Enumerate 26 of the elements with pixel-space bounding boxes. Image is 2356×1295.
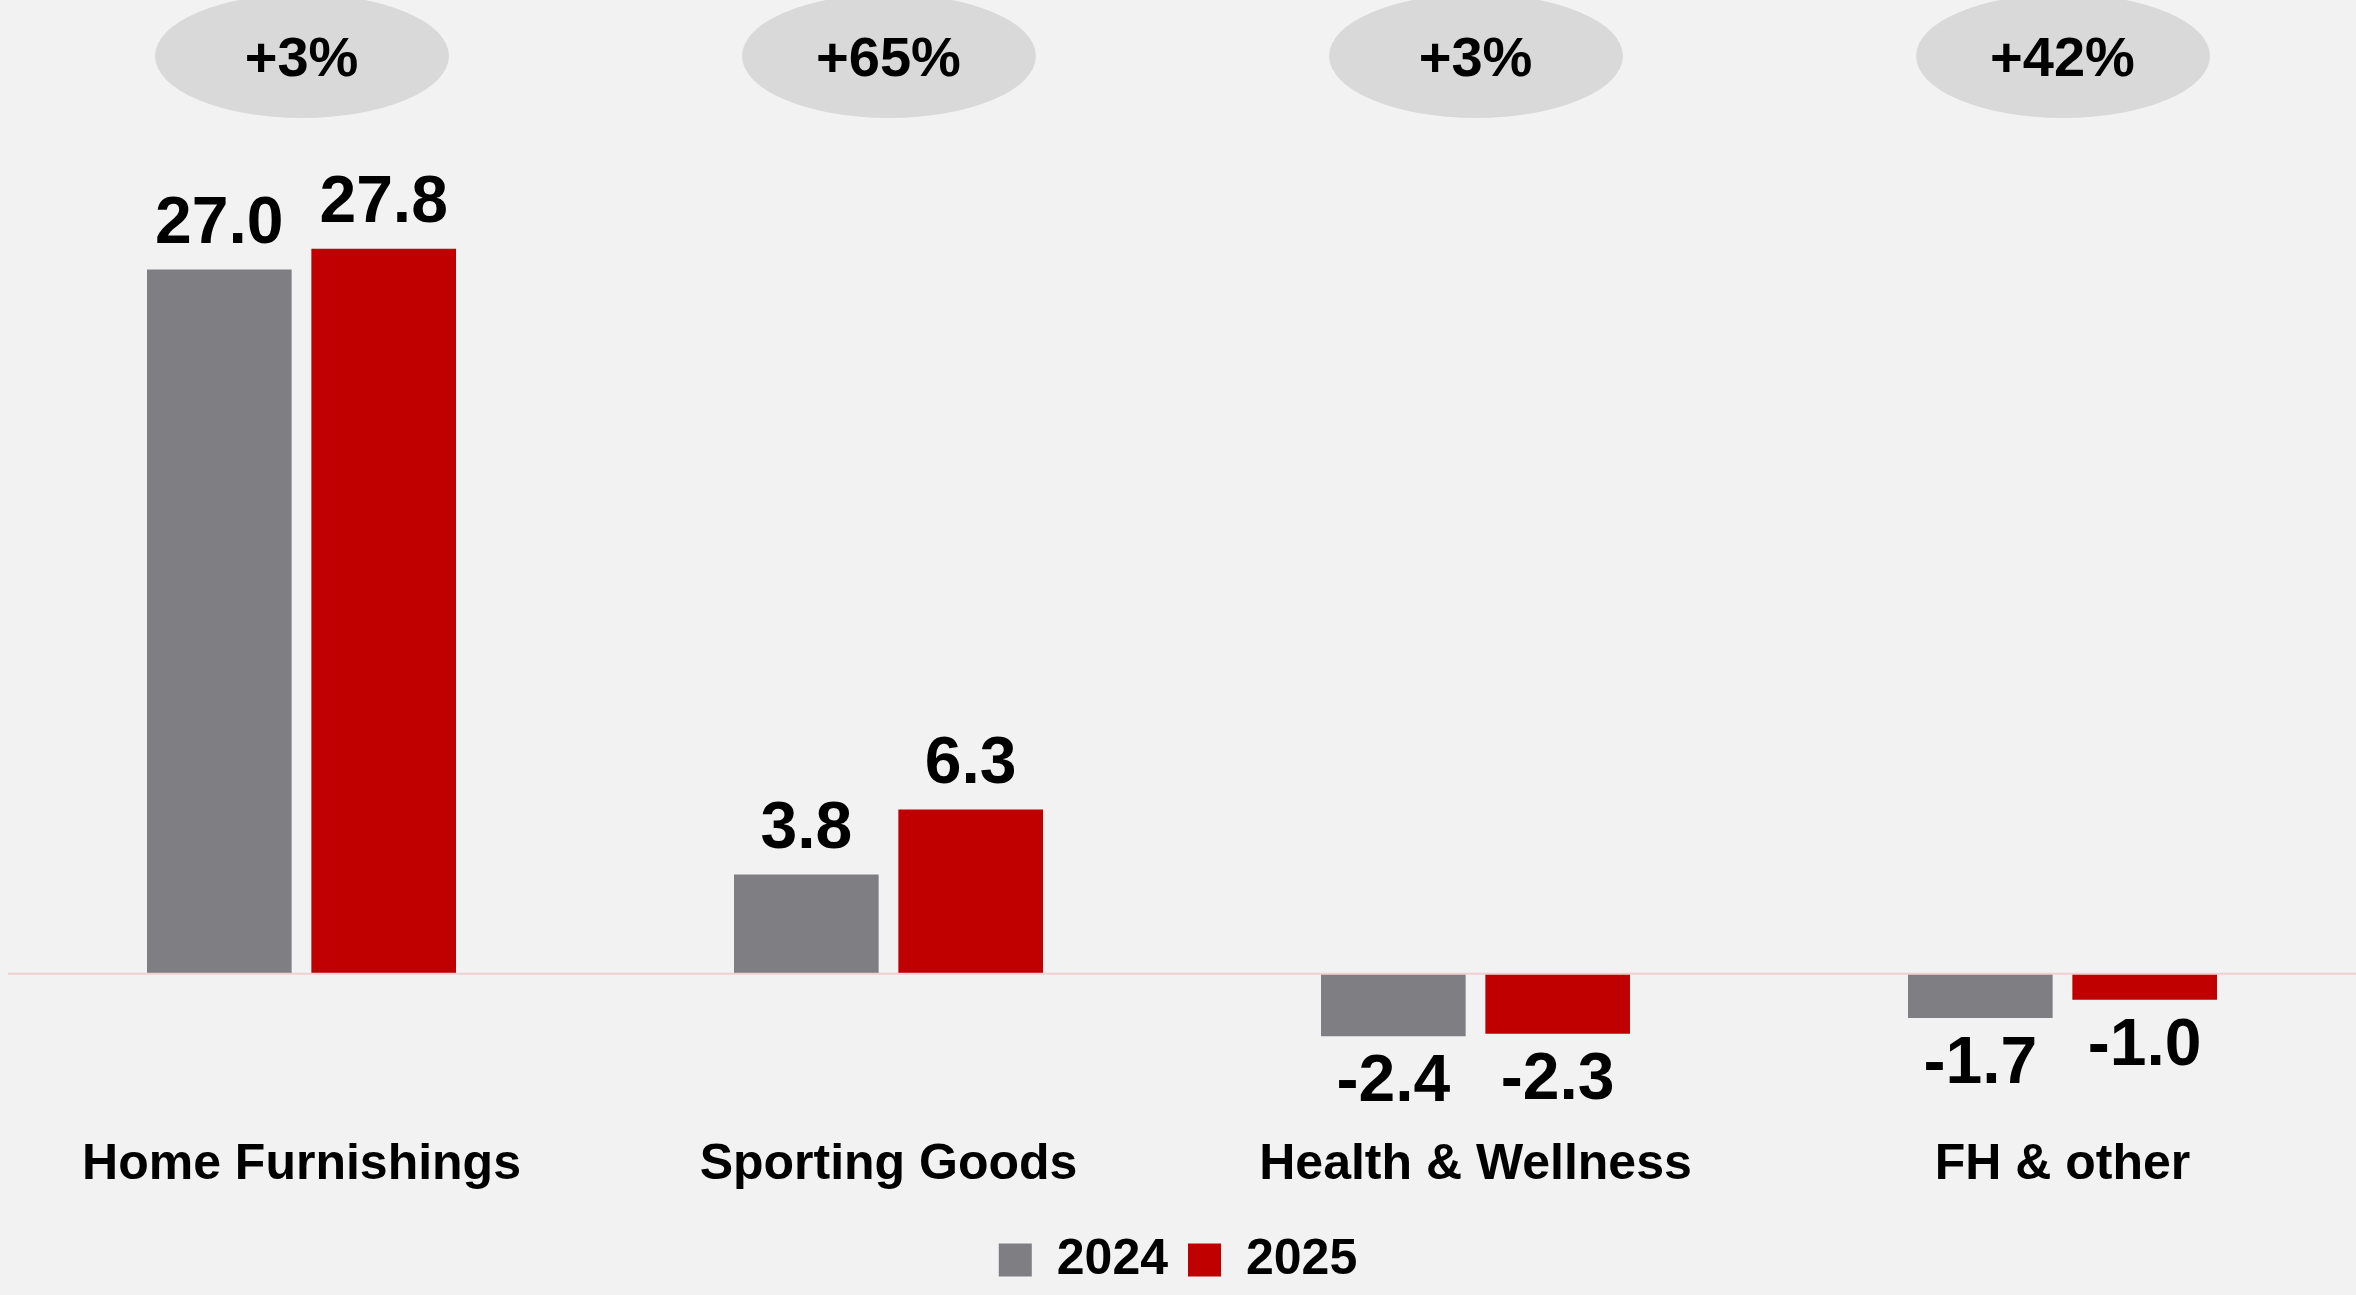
bar	[734, 874, 879, 974]
bar	[147, 269, 292, 974]
data-label: -2.3	[1500, 1038, 1615, 1113]
data-label: 3.8	[760, 787, 853, 862]
data-label: -2.4	[1336, 1041, 1451, 1116]
data-label: 6.3	[924, 722, 1017, 797]
x-tick-label: FH & other	[1934, 1133, 2191, 1190]
data-label: 27.0	[155, 182, 284, 257]
bar	[898, 809, 1043, 974]
text: +3%	[154, 0, 449, 118]
bar	[1485, 973, 1630, 1034]
x-tick-label: Sporting Goods	[699, 1133, 1078, 1190]
bar	[2072, 973, 2217, 1000]
bar	[1908, 973, 2053, 1018]
bar	[311, 248, 456, 974]
text: +3%	[1328, 0, 1623, 118]
data-label: -1.0	[2087, 1004, 2202, 1079]
legend-label: 2024	[1056, 1228, 1169, 1285]
legend-label: 2025	[1246, 1228, 1358, 1285]
x-tick-label: Health & Wellness	[1259, 1133, 1692, 1190]
data-label: -1.7	[1923, 1023, 2038, 1098]
text: +65%	[741, 0, 1036, 118]
data-label: 27.8	[319, 161, 448, 236]
x-tick-label: Home Furnishings	[82, 1133, 521, 1190]
bar	[1321, 973, 1466, 1037]
text: +42%	[1915, 0, 2210, 118]
